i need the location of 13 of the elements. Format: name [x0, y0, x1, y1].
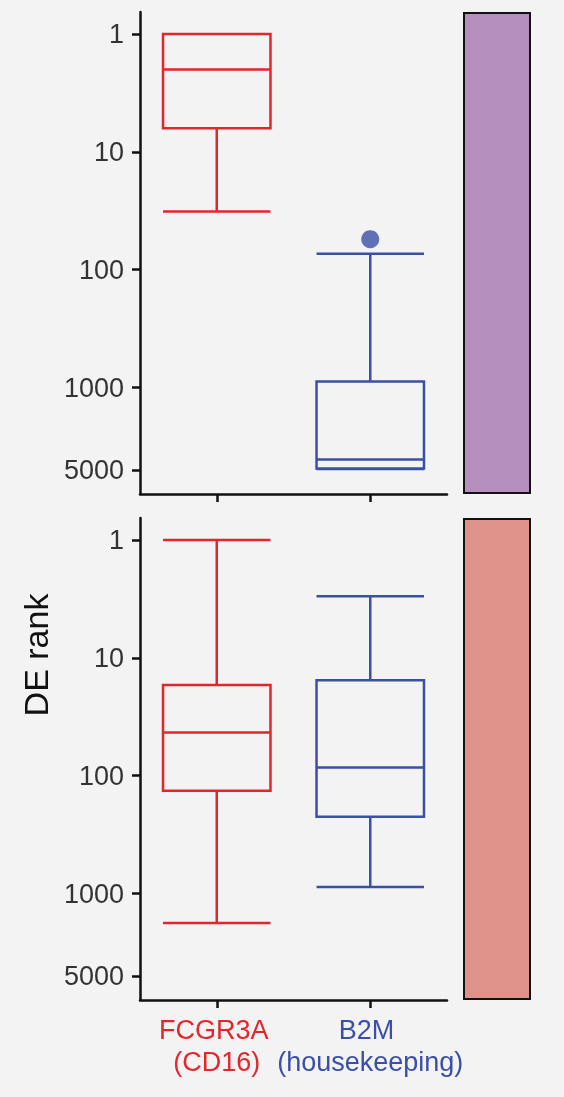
y-tick-label: 1	[108, 19, 124, 50]
y-tick-label: 10	[93, 136, 124, 167]
y-tick-label: 100	[78, 760, 124, 791]
x-tick-label: FCGR3A (CD16)	[158, 1015, 275, 1077]
y-tick-label: 1	[108, 525, 124, 556]
y-tick-label: 100	[78, 254, 124, 285]
y-axis-title: DE rank	[16, 593, 56, 717]
x-tick-label: B2M (housekeeping)	[277, 1015, 464, 1077]
y-tick-label: 5000	[63, 454, 124, 485]
y-tick-label: 1000	[63, 878, 124, 909]
y-tick-label: 5000	[63, 960, 124, 991]
y-tick-label: 1000	[63, 372, 124, 403]
y-tick-label: 10	[93, 642, 124, 673]
